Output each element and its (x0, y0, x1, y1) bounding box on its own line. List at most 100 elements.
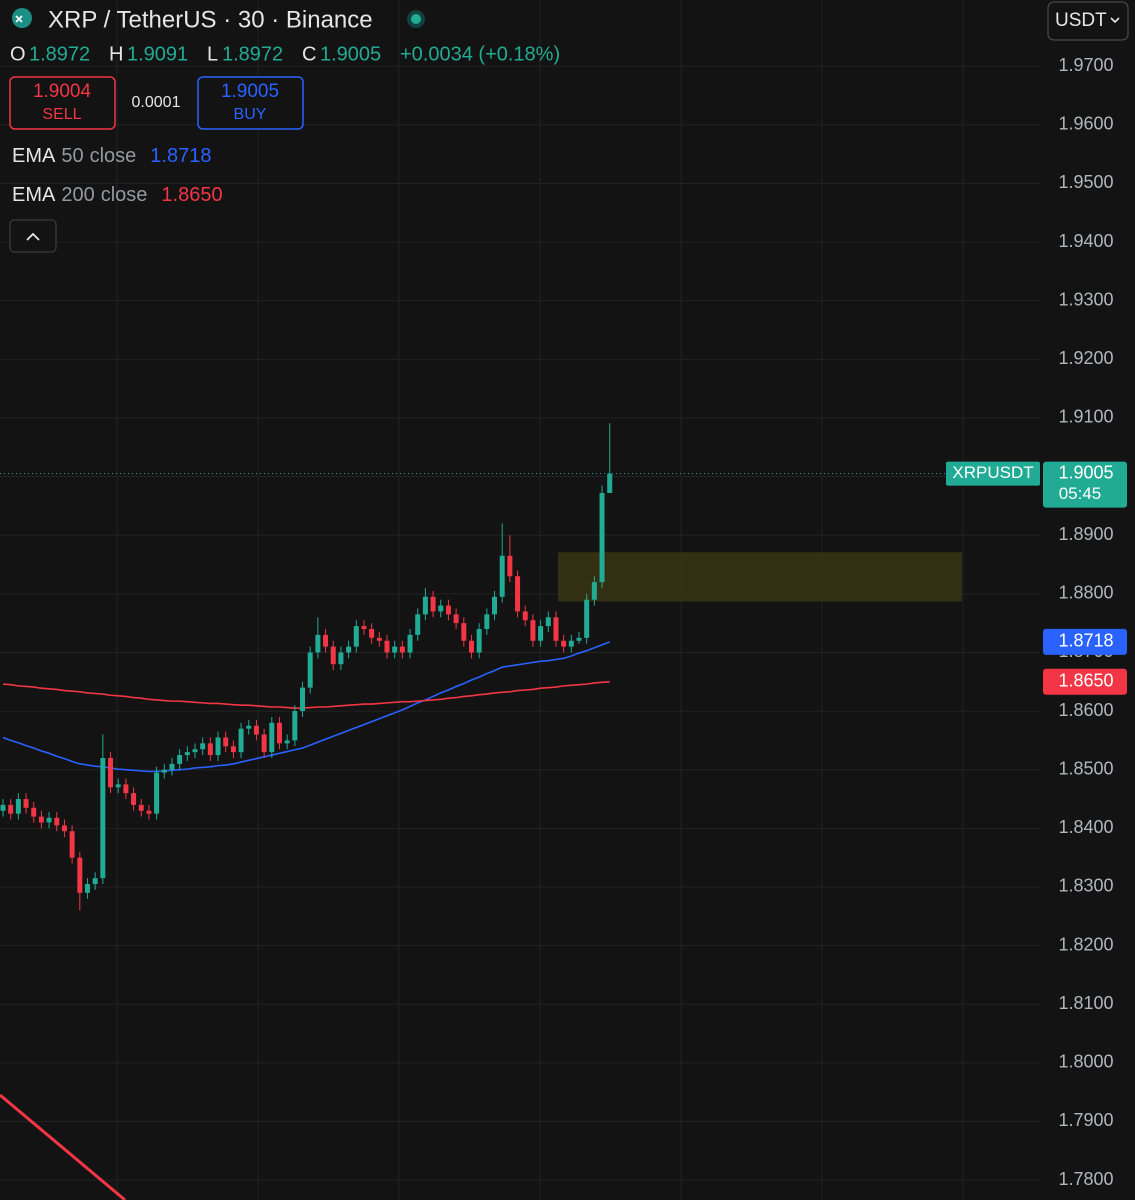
y-tick-label: 1.9500 (1058, 172, 1113, 192)
last-price-badge (1043, 461, 1127, 508)
candle-body (146, 810, 152, 814)
legend-length: 50 (61, 145, 83, 167)
candle-body (415, 614, 421, 635)
candle-body (568, 640, 574, 647)
y-tick-label: 1.8000 (1058, 1052, 1113, 1072)
candle-body (0, 804, 6, 811)
candle-body (276, 722, 282, 744)
legend-entry: EMA 200 close 1.8650 (12, 184, 223, 206)
candle-body (453, 614, 459, 624)
ohlc-value: 1.8972 (222, 43, 283, 65)
candle-body (123, 784, 129, 794)
ohlc-row: O 1.8972 H 1.9091 L 1.8972 C 1.9005 +0.0… (10, 43, 560, 65)
y-tick-label: 1.9100 (1058, 407, 1113, 427)
ohlc-label: L (207, 43, 218, 65)
buy-price: 1.9005 (221, 81, 279, 102)
ohlc-label: H (109, 43, 123, 65)
candle-body (84, 884, 90, 893)
candle-body (215, 737, 221, 756)
ema-badge (1043, 628, 1127, 655)
candle-body (8, 804, 14, 814)
chart-title: XRP / TetherUS · 30 · Binance (48, 6, 373, 33)
candle-body (315, 634, 321, 653)
candle-body (330, 646, 336, 665)
candle-body (399, 646, 405, 653)
ohlc-value: 1.9005 (320, 43, 381, 65)
zone-layer (558, 552, 962, 602)
candle-body (108, 757, 114, 788)
dropdown-icon (1110, 17, 1120, 24)
candle-body (154, 772, 160, 814)
candles (0, 423, 613, 911)
candle-body (223, 737, 229, 747)
candle-body (591, 582, 597, 600)
candle-body (246, 725, 252, 729)
candle-body (38, 816, 44, 823)
candle-body (184, 752, 190, 756)
countdown-label: 05:45 (1059, 484, 1102, 503)
status-dot (411, 14, 421, 24)
sell-label: SELL (42, 106, 81, 123)
legend-entry: EMA 50 close 1.8718 (12, 145, 211, 167)
y-tick-label: 1.8200 (1058, 934, 1113, 954)
y-tick-label: 1.8900 (1058, 524, 1113, 544)
candle-body (599, 493, 605, 583)
candle-body (200, 743, 206, 750)
legend-source: close (90, 145, 137, 167)
candle-body (253, 725, 259, 735)
last-price-label: 1.9005 (1058, 462, 1113, 482)
y-tick-label: 1.8300 (1058, 876, 1113, 896)
y-tick-label: 1.8500 (1058, 758, 1113, 778)
buy-label: BUY (234, 106, 267, 123)
collapse-icon (26, 232, 40, 241)
y-tick-label: 1.9600 (1058, 114, 1113, 134)
candle-body (407, 634, 413, 653)
price-axis: 1.9700 1.9600 1.9500 1.9400 1.9300 1.9200 1.91… (1058, 55, 1113, 1189)
candle-body (553, 617, 559, 641)
candle-body (300, 687, 306, 712)
buy-button[interactable] (197, 76, 304, 130)
candle-body (515, 576, 521, 612)
zone (558, 552, 962, 602)
y-tick-label: 1.9200 (1058, 348, 1113, 368)
candle-body (192, 749, 198, 753)
candle-body (438, 605, 444, 612)
close-icon[interactable] (15, 15, 23, 23)
candle-body (476, 629, 482, 653)
ema-line (2, 680, 610, 709)
candle-body (169, 763, 175, 770)
candle-body (269, 722, 275, 753)
currency-button[interactable] (1047, 1, 1129, 41)
symbol-badge-label: XRPUSDT (952, 463, 1033, 482)
y-tick-label: 1.8800 (1058, 583, 1113, 603)
candle-body (238, 728, 244, 753)
candle-body (323, 634, 329, 647)
candle-body (307, 652, 313, 688)
candle-body (261, 734, 267, 753)
sell-price: 1.9004 (33, 81, 92, 102)
candle-body (584, 599, 590, 638)
y-tick-label: 1.8600 (1058, 700, 1113, 720)
candle-body (161, 769, 167, 773)
ohlc-label: O (10, 43, 26, 65)
candle-body (376, 637, 382, 641)
spread: 0.0001 (132, 94, 181, 111)
candle-body (422, 596, 428, 615)
y-tick-label: 1.7900 (1058, 1110, 1113, 1130)
candle-body (284, 740, 290, 744)
candle-body (77, 857, 83, 893)
candle-body (230, 746, 236, 753)
candle-body (445, 605, 451, 615)
candle-body (499, 555, 505, 597)
ema-badge-label: 1.8718 (1058, 631, 1113, 651)
legend-source: close (101, 184, 148, 206)
candle-body (530, 620, 536, 641)
candle-body (384, 640, 390, 653)
sell-button[interactable] (9, 76, 116, 130)
y-tick-label: 1.8100 (1058, 993, 1113, 1013)
candle-body (369, 629, 375, 638)
collapse-button[interactable] (9, 219, 57, 253)
